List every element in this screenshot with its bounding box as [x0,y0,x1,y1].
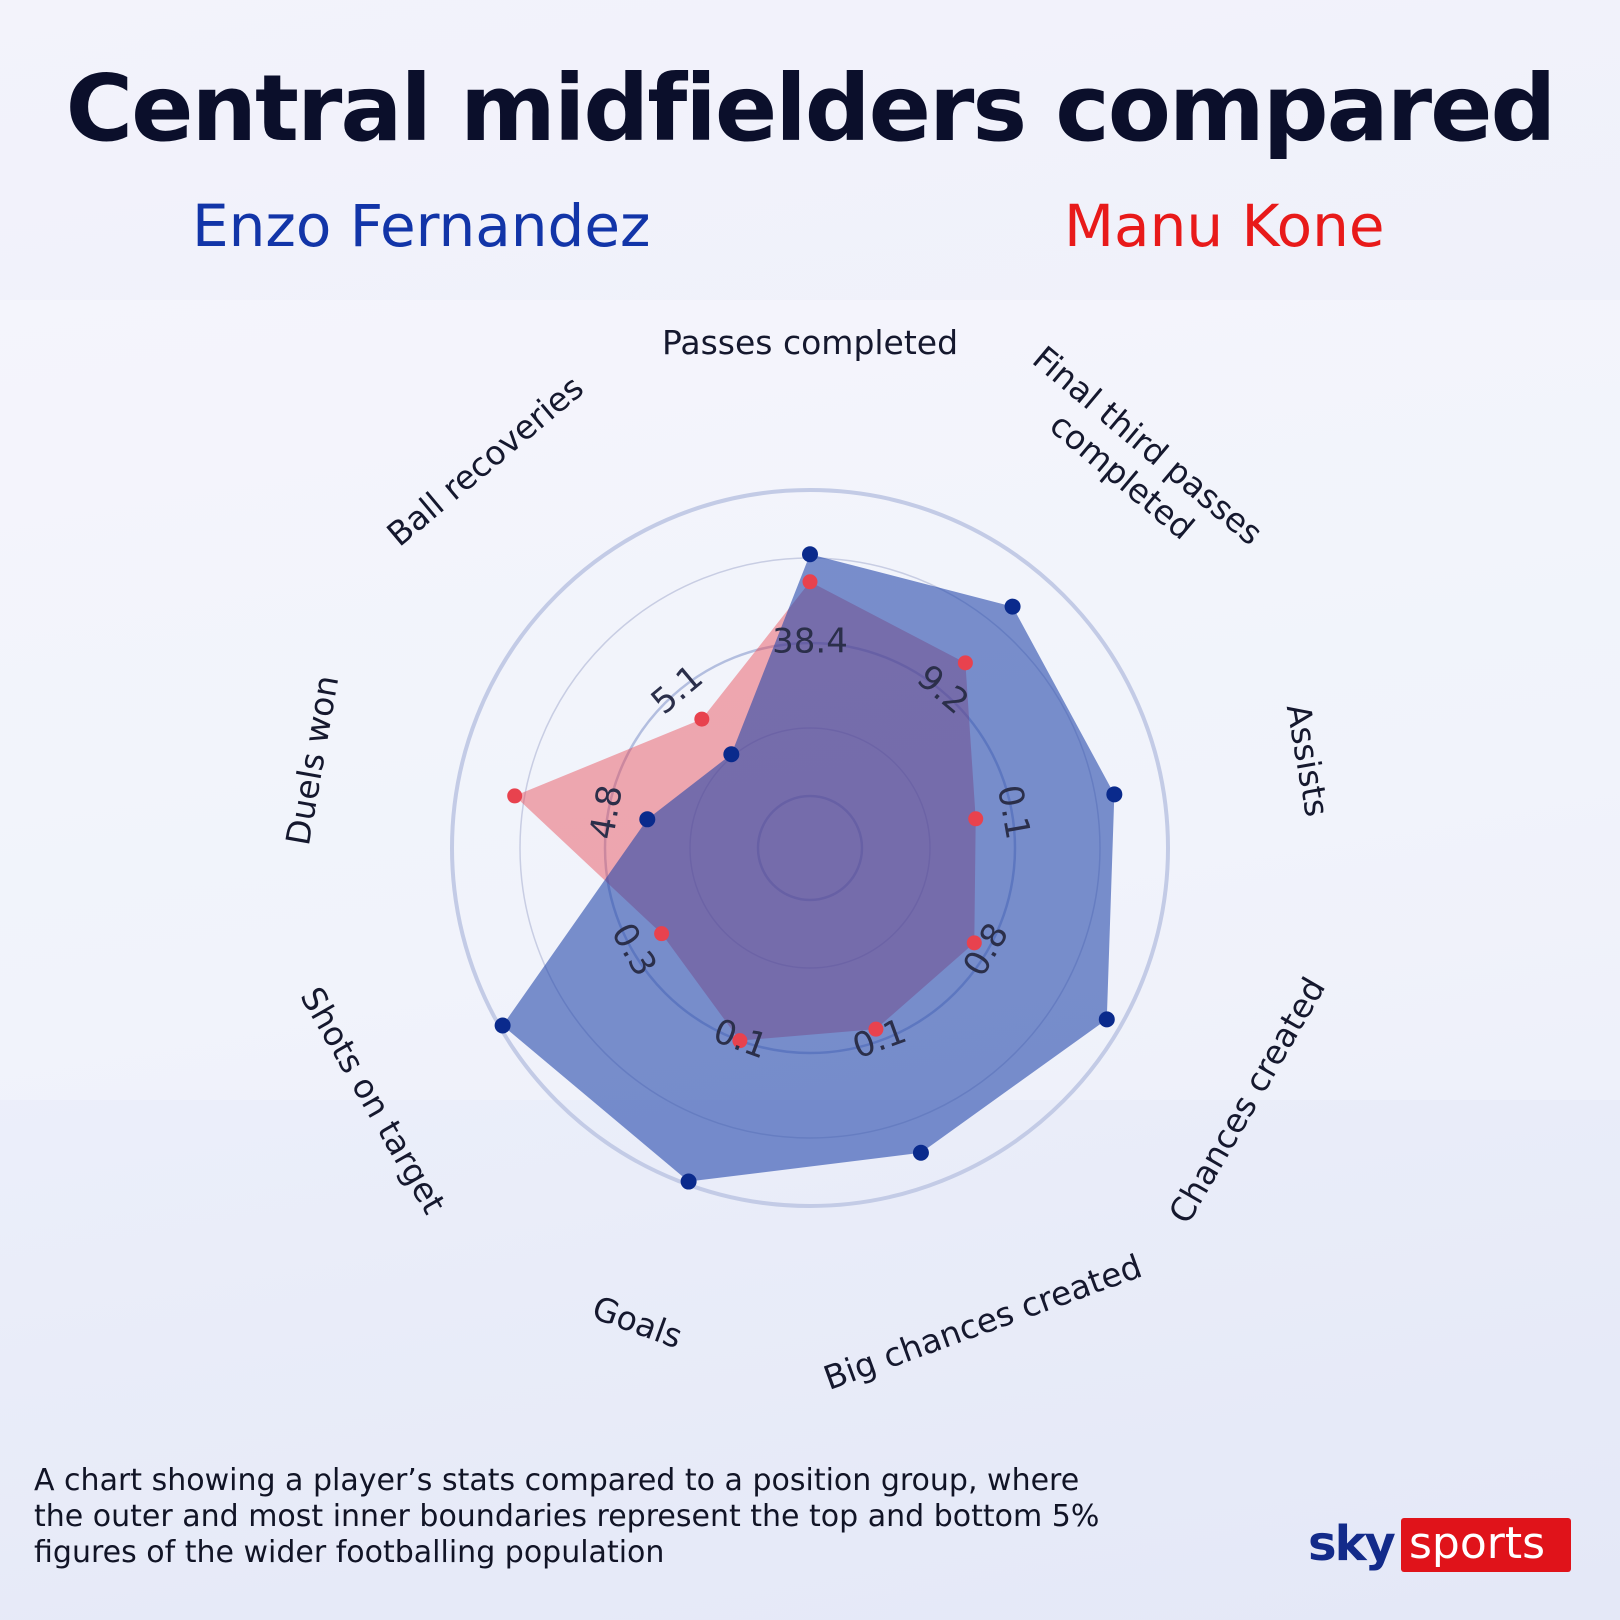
axis-label-0: Passes completed [662,323,958,362]
data-point-enzo-1 [1004,598,1021,615]
data-point-kone-5 [732,1033,748,1049]
data-point-enzo-3 [1098,1011,1115,1028]
logo-sky-text: sky [1308,1516,1396,1572]
axis-label-4: Big chances created [818,1246,1146,1397]
data-point-enzo-7 [639,811,656,828]
axis-label-text-5: Goals [587,1288,687,1356]
data-point-kone-8 [694,711,710,727]
value-label-2: 0.1 [989,782,1038,842]
logo-sports-text: sports [1409,1518,1546,1569]
axis-label-text-0: Passes completed [662,323,958,362]
grid-ring-0 [450,488,1170,1208]
data-point-kone-1 [957,655,973,671]
value-label-7: 4.8 [582,782,631,842]
data-point-enzo-4 [912,1144,929,1161]
player-left-name: Enzo Fernandez [192,192,651,260]
data-point-kone-2 [968,811,984,827]
axis-label-5: Goals [587,1288,687,1356]
data-point-kone-0 [802,574,818,590]
value-label-0: 38.4 [772,622,848,662]
data-point-enzo-2 [1106,786,1123,803]
data-point-enzo-0 [802,546,818,563]
data-point-enzo-6 [494,1017,511,1034]
data-point-kone-4 [868,1021,884,1037]
data-point-enzo-5 [680,1173,697,1190]
chart-caption: A chart showing a player’s stats compare… [34,1463,1100,1570]
data-point-kone-3 [966,935,982,951]
player-right-name: Manu Kone [1064,192,1385,260]
data-point-kone-6 [654,926,670,942]
data-point-kone-7 [507,788,523,804]
series-area-enzo-fernandez [502,554,1115,1182]
data-point-enzo-8 [723,746,740,763]
chart-title: Central midfielders compared [65,55,1557,162]
axis-label-text-4: Big chances created [818,1246,1146,1397]
logo-sports-box: sports [1401,1518,1571,1572]
